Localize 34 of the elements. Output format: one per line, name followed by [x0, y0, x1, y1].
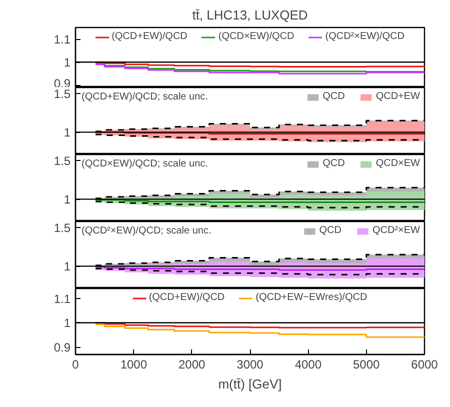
- y-tick-label: 1.5: [54, 87, 71, 102]
- y-tick-label: 1.1: [54, 292, 71, 306]
- legend-label: QCD: [322, 158, 345, 169]
- legend-label: (QCD+EW)/QCD: [148, 292, 225, 303]
- legend-label: (QCD+EW−EWres)/QCD: [256, 292, 368, 303]
- x-tick-label: 4000: [294, 358, 322, 372]
- x-tick-label: 5000: [352, 358, 380, 372]
- x-tick-label: 0: [72, 358, 80, 372]
- legend-label: (QCD+EW)/QCD: [112, 31, 188, 42]
- y-tick-label: 1.5: [54, 154, 71, 168]
- legend-label: QCD×EW: [376, 158, 420, 169]
- y-tick-label: 1: [64, 126, 71, 140]
- legend-label: (QCD²×EW)/QCD: [325, 31, 404, 42]
- x-tick-label: 1000: [120, 358, 148, 372]
- legend-title: (QCD²×EW)/QCD; scale unc.: [82, 226, 212, 236]
- y-tick-label: 1: [64, 192, 71, 207]
- y-tick-label: 1: [64, 316, 71, 330]
- legend-title: (QCD×EW)/QCD; scale unc.: [82, 158, 208, 170]
- legend-title: (QCD+EW)/QCD; scale unc.: [82, 92, 208, 102]
- legend-label: QCD: [319, 225, 342, 236]
- x-axis-title: m(tt̄) [GeV]: [218, 376, 282, 392]
- y-tick-label: 1.5: [54, 221, 71, 236]
- y-tick-label: 1: [64, 56, 71, 70]
- legend-label: QCD+EW: [376, 91, 420, 102]
- x-tick-label: 6000: [411, 358, 438, 372]
- y-tick-label: 1: [64, 260, 71, 274]
- x-tick-label: 3000: [236, 358, 264, 372]
- y-tick-label: 0.9: [54, 340, 71, 355]
- legend-label: (QCD×EW)/QCD: [218, 31, 294, 42]
- y-tick-label: 1.1: [54, 32, 71, 47]
- chart-title: tt̄, LHC13, LUXQED: [192, 8, 308, 22]
- legend-label: QCD²×EW: [372, 225, 420, 236]
- legend-label: QCD: [322, 91, 345, 102]
- x-tick-label: 2000: [178, 358, 206, 372]
